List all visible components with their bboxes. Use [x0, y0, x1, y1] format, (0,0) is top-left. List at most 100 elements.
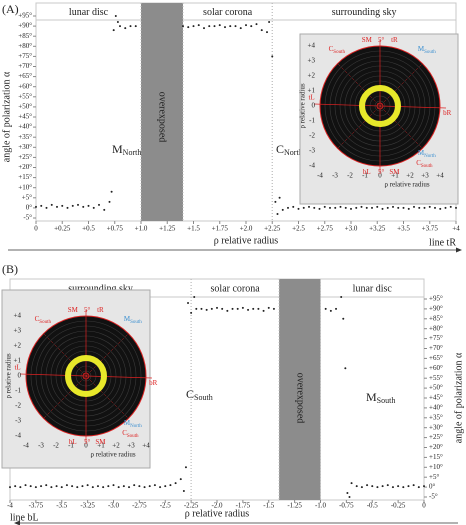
inset-x-tick-label: +1 — [391, 172, 399, 180]
data-point — [449, 205, 452, 208]
data-point — [92, 206, 95, 209]
inset-x-tick-label: -4 — [317, 172, 323, 180]
y-tick-label: +40° — [18, 123, 32, 131]
inset-y-tick-label: -3 — [309, 147, 315, 155]
data-point — [29, 485, 32, 488]
inset-label-sub: South — [127, 434, 139, 439]
y-tick-label: +75° — [429, 334, 443, 342]
data-point — [323, 205, 326, 208]
data-point — [213, 25, 216, 28]
inset-label: MNorth — [124, 418, 142, 429]
annotation: CSouth — [186, 387, 213, 402]
inset-x-tick-label: +4 — [436, 172, 444, 180]
data-point — [268, 21, 271, 24]
annotation: CNorth — [276, 142, 303, 157]
y-tick-label: -5° — [23, 214, 32, 222]
data-point — [102, 486, 105, 489]
inset-label-main: tL — [308, 93, 314, 101]
data-point — [107, 485, 110, 488]
inset-y-tick-label: -4 — [309, 162, 315, 170]
y-tick-label: +20° — [18, 163, 32, 171]
inset-y-tick-label: -2 — [309, 132, 315, 140]
data-point — [342, 317, 345, 320]
data-point — [376, 205, 379, 208]
inset-y-tick-label: -1 — [15, 387, 21, 395]
data-point — [355, 485, 358, 488]
data-point — [423, 485, 425, 488]
inset-y-label: ρ relative radius — [5, 353, 13, 398]
inset-label-main: M — [418, 148, 425, 156]
inset-label: MSouth — [124, 315, 142, 326]
data-point — [257, 307, 260, 310]
x-tick-label: -4 — [7, 502, 13, 510]
data-point — [56, 205, 58, 208]
annotation-main: C — [276, 142, 284, 156]
inset-center — [82, 372, 90, 380]
inset-label: MSouth — [418, 45, 436, 56]
inset-y-tick-label: +3 — [308, 57, 316, 65]
data-point — [112, 29, 115, 32]
inset-label: 5° — [378, 36, 385, 44]
data-point — [138, 485, 141, 488]
data-point — [35, 205, 37, 208]
x-tick-label: -1.0 — [315, 502, 327, 510]
y-tick-label: +10° — [18, 183, 32, 191]
inset-label-sub: North — [130, 424, 142, 429]
data-point — [397, 485, 400, 488]
data-point — [278, 196, 281, 199]
inset-label-main: tR — [391, 36, 398, 44]
y-tick-label: 0° — [429, 483, 436, 491]
data-point — [412, 484, 415, 487]
data-point — [335, 307, 338, 310]
inset-label: CSouth — [416, 159, 433, 170]
inset-label-main: 5° — [378, 36, 385, 44]
data-point — [234, 25, 237, 28]
y-tick-label: 0° — [26, 204, 33, 212]
data-point — [229, 25, 232, 28]
overexposed-label: overexposed — [295, 373, 306, 424]
inset-label-main: SM — [362, 36, 373, 44]
data-point — [339, 205, 342, 208]
inset-label: CSouth — [329, 45, 346, 56]
y-tick-label: +35° — [429, 413, 443, 421]
region-label: solar corona — [203, 7, 253, 18]
data-point — [262, 309, 265, 312]
inset-x-tick-label: +3 — [421, 172, 429, 180]
inset-x-tick-label: -4 — [23, 442, 29, 450]
data-point — [274, 200, 277, 203]
x-tick-label: 0 — [34, 225, 38, 233]
y-tick-label: +25° — [429, 433, 443, 441]
inset-x-tick-label: +2 — [112, 442, 120, 450]
y-tick-label: +75° — [18, 52, 32, 60]
y-tick-label: +50° — [18, 103, 32, 111]
data-point — [82, 205, 85, 208]
inset-label-main: SM — [68, 306, 79, 314]
data-point — [266, 31, 268, 34]
annotation: MNorth — [112, 142, 141, 157]
data-point — [187, 301, 190, 304]
x-tick-label: +1.25 — [159, 225, 176, 233]
annotation-sub: South — [377, 396, 396, 405]
data-point — [98, 203, 100, 206]
inset-y-tick-label: -1 — [309, 117, 315, 125]
y-tick-label: -5° — [429, 493, 438, 501]
data-point — [203, 27, 205, 30]
data-point — [122, 485, 125, 488]
x-tick-label: +3.75 — [422, 225, 439, 233]
data-point — [124, 27, 127, 30]
data-point — [267, 306, 270, 309]
x-tick-label: +2.5 — [292, 225, 305, 233]
x-tick-label: +4 — [452, 225, 460, 233]
inset-label: SM — [95, 438, 106, 446]
data-point — [66, 206, 69, 209]
data-point — [71, 204, 74, 207]
data-point — [329, 206, 331, 209]
inset-label-main: SM — [95, 438, 106, 446]
overexposed-band — [279, 279, 321, 500]
panel-label: (A) — [2, 2, 19, 16]
data-point — [19, 486, 22, 489]
inset-x-tick-label: +3 — [127, 442, 135, 450]
data-point — [179, 478, 182, 481]
inset-x-tick-label: 0 — [84, 442, 88, 450]
y-tick-label: +30° — [18, 143, 32, 151]
